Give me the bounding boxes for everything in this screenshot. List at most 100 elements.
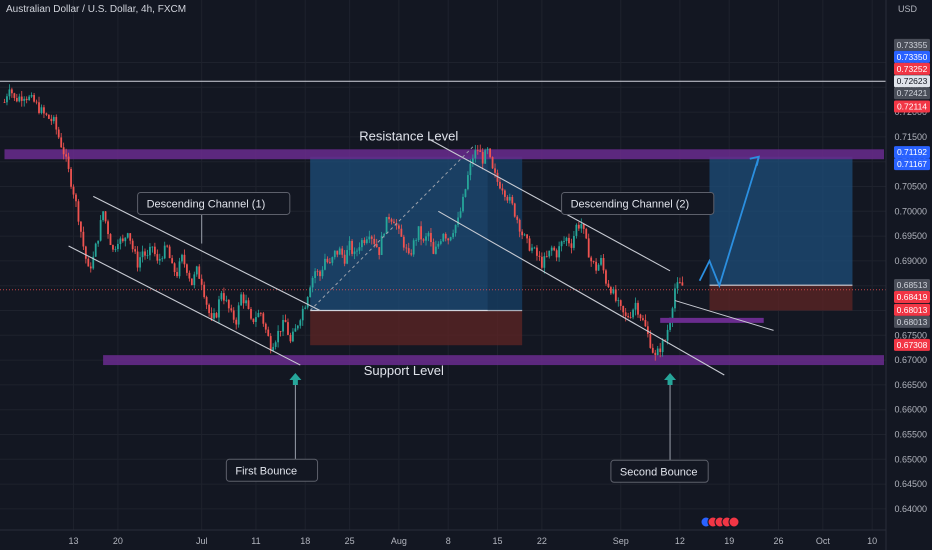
candle: [134, 246, 137, 255]
candle-body: [227, 299, 230, 309]
candle: [47, 114, 50, 120]
candle-body: [82, 231, 85, 247]
bounce-arrow-icon: [289, 372, 302, 385]
candle-body: [252, 318, 255, 322]
candle-body: [467, 175, 469, 190]
candle: [375, 238, 378, 248]
candle-body: [70, 168, 72, 187]
candle-body: [235, 319, 238, 325]
candle: [432, 238, 435, 255]
candle: [65, 148, 68, 162]
candle-body: [432, 242, 435, 254]
price-label-badge: [894, 62, 930, 75]
candle-body: [585, 228, 588, 239]
candle: [163, 241, 166, 260]
candle-body: [536, 247, 538, 256]
candle: [294, 324, 297, 332]
candle: [272, 343, 275, 352]
time-tick-label: 18: [300, 536, 310, 546]
candle-body: [427, 232, 430, 237]
candle: [8, 84, 11, 100]
candle-body: [267, 329, 270, 337]
candle: [617, 297, 620, 307]
candle-body: [425, 236, 427, 241]
candle: [491, 156, 494, 170]
candle-body: [311, 277, 314, 288]
candle: [430, 227, 432, 247]
candle: [558, 241, 561, 262]
candle: [405, 244, 408, 253]
candle-body: [277, 330, 280, 343]
candle-body: [410, 253, 413, 255]
candle: [486, 147, 489, 155]
candle: [28, 94, 31, 102]
candle-body: [573, 235, 575, 248]
candle: [602, 253, 605, 274]
price-axis[interactable]: 0.730000.725000.720000.715000.710000.705…: [885, 0, 932, 550]
candle-body: [358, 247, 361, 251]
candle: [415, 238, 418, 246]
candle: [457, 211, 459, 228]
price-label-badge: [894, 100, 930, 113]
candle-body: [8, 89, 11, 97]
candle-body: [119, 238, 122, 244]
candle: [144, 248, 146, 260]
candle: [614, 285, 617, 303]
candle: [250, 306, 252, 321]
candle: [543, 252, 546, 274]
candle: [577, 221, 580, 231]
candle: [306, 296, 309, 310]
candle: [107, 219, 109, 239]
candle-body: [590, 257, 593, 262]
candle: [176, 267, 178, 279]
candle-body: [676, 282, 679, 289]
candle-body: [62, 147, 65, 155]
candle: [171, 255, 174, 264]
time-axis[interactable]: 13 20 Jul 11 18 25 Aug 8 15 22 Sep 12 19 26 Oct 10: [0, 516, 886, 546]
candle: [674, 283, 676, 312]
candle-body: [25, 98, 28, 100]
candle-body: [163, 245, 166, 259]
candle-body: [550, 247, 553, 251]
candle-body: [50, 118, 53, 122]
candle-body: [213, 313, 215, 319]
candle-body: [476, 150, 479, 152]
candle-body: [671, 308, 674, 322]
candle-body: [499, 181, 501, 189]
candle-body: [13, 93, 16, 98]
candle-body: [343, 254, 346, 264]
candle: [642, 315, 644, 322]
target-zone-filled: [487, 156, 523, 311]
candle-body: [518, 219, 521, 232]
candle-body: [385, 217, 388, 234]
candle-body: [568, 237, 570, 244]
candle-body: [153, 246, 156, 255]
time-tick-label: Jul: [196, 536, 208, 546]
candle: [124, 237, 127, 247]
price-label-badge: [894, 38, 930, 51]
candle-body: [326, 258, 329, 263]
candle-body: [420, 226, 422, 240]
target-zone: [310, 156, 523, 311]
candle-body: [134, 249, 137, 252]
candle-body: [124, 237, 127, 242]
candle-body: [321, 269, 324, 277]
candle: [341, 245, 344, 259]
candle: [82, 226, 85, 250]
candle-body: [183, 254, 186, 265]
candle: [671, 306, 674, 328]
candle-body: [144, 251, 146, 256]
candle-body: [378, 247, 381, 255]
candle: [437, 241, 440, 249]
candle-body: [422, 239, 425, 241]
candle: [149, 243, 151, 261]
price-label-text: 0.68013: [897, 305, 928, 315]
candle: [173, 262, 176, 276]
candle: [449, 236, 452, 242]
candle: [326, 256, 329, 264]
candle: [503, 189, 506, 201]
candle-body: [208, 304, 210, 314]
candle-body: [6, 96, 8, 103]
candle-body: [553, 247, 556, 251]
